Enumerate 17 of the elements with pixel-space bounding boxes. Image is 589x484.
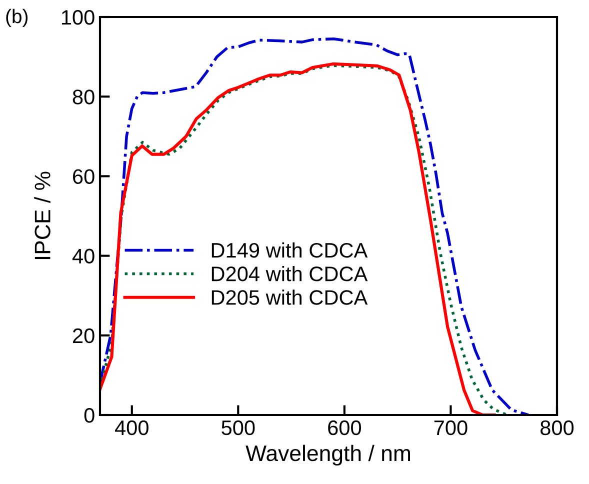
x-tick-label: 500 — [222, 420, 255, 436]
legend-label: D205 with CDCA — [212, 290, 368, 305]
y-axis-title: IPCE / % — [34, 172, 50, 260]
chart-title: (b) — [6, 8, 28, 28]
y-tick-label: 80 — [72, 90, 94, 104]
x-tick-label: 700 — [434, 420, 468, 436]
x-tick-label: 600 — [328, 420, 362, 436]
legend-label: D204 with CDCA — [212, 266, 368, 282]
y-tick-label: 100 — [62, 10, 94, 25]
y-tick-label: 20 — [73, 328, 94, 344]
y-tick-label: 40 — [72, 248, 94, 264]
y-tick-label: 60 — [73, 169, 94, 184]
legend-label: D149 with CDCA — [212, 242, 368, 258]
x-tick-label: 800 — [540, 420, 574, 436]
y-tick-label: 0 — [84, 408, 94, 423]
x-tick-label: 400 — [114, 420, 148, 436]
x-axis-title: Wavelength / nm — [246, 444, 410, 466]
